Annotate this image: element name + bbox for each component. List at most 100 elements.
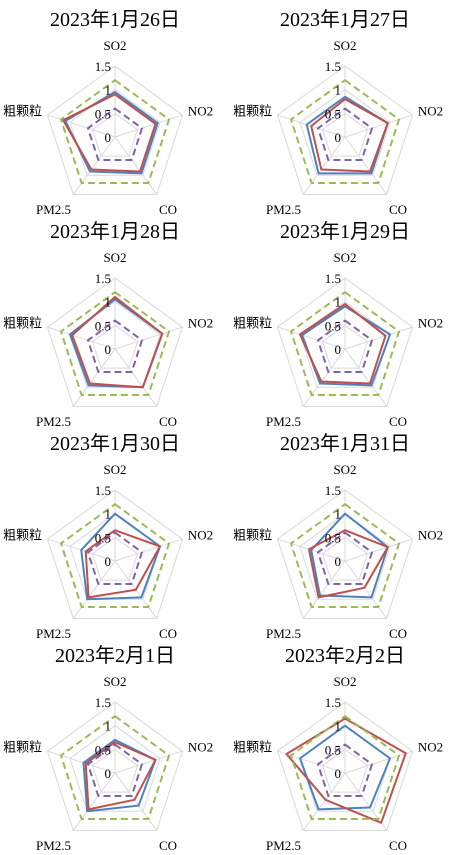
tick-label: 1.5: [95, 59, 111, 74]
series-line-1: [64, 91, 159, 175]
axis-label: SO2: [333, 250, 356, 265]
grid-spoke: [114, 114, 183, 138]
tick-label: 0.5: [325, 742, 341, 757]
axis-label: NO2: [188, 316, 213, 331]
grid-ring: [276, 277, 414, 407]
series-line-2: [62, 93, 157, 173]
axis-label: SO2: [103, 462, 126, 477]
tick-label: 0.5: [325, 106, 341, 121]
tick-label: 0.5: [95, 742, 111, 757]
axis-label: NO2: [418, 104, 443, 119]
axis-label: 粗颗粒: [3, 740, 42, 755]
tick-label: 1: [335, 83, 342, 98]
tick-label: 0.5: [95, 530, 111, 545]
radar-chart-8: 2023年2月2日 0 0.5 1 1.5 SO2 NO2 CO PM2.5 粗颗粒: [233, 644, 443, 853]
axis-label: NO2: [418, 316, 443, 331]
series-line-2: [84, 741, 157, 811]
axis-label: PM2.5: [266, 626, 301, 641]
grid-spoke: [114, 326, 183, 350]
tick-label: 0.5: [325, 318, 341, 333]
series-line-4: [316, 107, 374, 161]
grid-spoke: [302, 348, 346, 407]
axis-label: NO2: [418, 740, 443, 755]
radar-chart-6: 2023年1月31日 0 0.5 1 1.5 SO2 NO2 CO PM2.5 粗颗粒: [233, 432, 443, 641]
axis-label: PM2.5: [266, 414, 301, 429]
series-line-1: [310, 512, 389, 599]
axis-label: CO: [389, 626, 407, 641]
grid-spoke: [72, 772, 116, 831]
grid-ring: [91, 324, 139, 369]
series-line-3: [59, 715, 171, 820]
tick-label: 0.5: [95, 318, 111, 333]
tick-label: 0.5: [325, 530, 341, 545]
grid-spoke: [344, 538, 413, 562]
grid-spoke: [344, 114, 413, 138]
tick-label: 1.5: [325, 695, 341, 710]
radar-chart-3: 2023年1月28日 0 0.5 1 1.5 SO2 NO2 CO PM2.5 粗颗粒: [3, 220, 213, 429]
grid-spoke: [47, 114, 116, 138]
tick-label: 0: [335, 554, 342, 569]
axis-label: SO2: [333, 38, 356, 53]
series-line-2: [71, 295, 164, 389]
axis-label: CO: [159, 414, 177, 429]
series-line-4: [316, 743, 374, 797]
grid-ring: [91, 536, 139, 581]
grid-ring: [46, 701, 184, 831]
chart-title: 2023年1月31日: [280, 432, 410, 455]
tick-label: 1: [105, 295, 112, 310]
tick-label: 1: [335, 295, 342, 310]
grid-spoke: [72, 136, 116, 195]
axis-label: CO: [159, 838, 177, 850]
grid-ring: [46, 489, 184, 619]
grid-spoke: [302, 772, 346, 831]
chart-title: 2023年1月29日: [280, 220, 410, 243]
grid-ring: [91, 748, 139, 793]
tick-label: 1.5: [325, 483, 341, 498]
grid-ring: [299, 513, 391, 600]
radar-chart-4: 2023年1月29日 0 0.5 1 1.5 SO2 NO2 CO PM2.5 粗颗粒: [233, 220, 443, 429]
tick-label: 0: [335, 766, 342, 781]
axis-label: 粗颗粒: [233, 528, 272, 543]
axis-label: PM2.5: [36, 626, 71, 641]
grid-spoke: [344, 348, 388, 407]
series-line-3: [59, 79, 171, 184]
axis-label: SO2: [103, 250, 126, 265]
tick-label: 1.5: [95, 271, 111, 286]
series-line-4: [86, 107, 144, 161]
grid-ring: [69, 89, 161, 176]
series-line-2: [310, 98, 389, 173]
grid-ring: [299, 89, 391, 176]
series-line-1: [301, 305, 392, 387]
axis-label: NO2: [188, 740, 213, 755]
axis-label: 粗颗粒: [233, 104, 272, 119]
axis-label: PM2.5: [36, 414, 71, 429]
grid-ring: [276, 65, 414, 195]
tick-label: 1.5: [95, 483, 111, 498]
axis-label: PM2.5: [266, 838, 301, 850]
axis-label: 粗颗粒: [233, 316, 272, 331]
chart-title: 2023年2月1日: [55, 644, 175, 667]
radar-chart-5: 2023年1月30日 0 0.5 1 1.5 SO2 NO2 CO PM2.5 粗颗粒: [3, 432, 213, 641]
series-line-2: [307, 529, 389, 599]
grid-spoke: [72, 348, 116, 407]
radar-chart-1: 2023年1月26日 0 0.5 1 1.5 SO2 NO2 CO PM2.5 粗颗粒: [3, 8, 213, 217]
axis-label: PM2.5: [36, 202, 71, 217]
tick-label: 0.5: [95, 106, 111, 121]
grid-spoke: [344, 136, 388, 195]
series-line-3: [289, 79, 401, 184]
axis-label: NO2: [418, 528, 443, 543]
series-line-4: [316, 531, 374, 585]
grid-spoke: [302, 136, 346, 195]
chart-title: 2023年1月30日: [50, 432, 180, 455]
axis-label: CO: [389, 414, 407, 429]
grid-ring: [69, 725, 161, 812]
grid-ring: [321, 112, 369, 157]
tick-label: 0: [335, 130, 342, 145]
grid-spoke: [114, 750, 183, 774]
chart-title: 2023年1月28日: [50, 220, 180, 243]
series-line-4: [86, 319, 144, 373]
tick-label: 1: [105, 83, 112, 98]
grid-spoke: [344, 772, 388, 831]
